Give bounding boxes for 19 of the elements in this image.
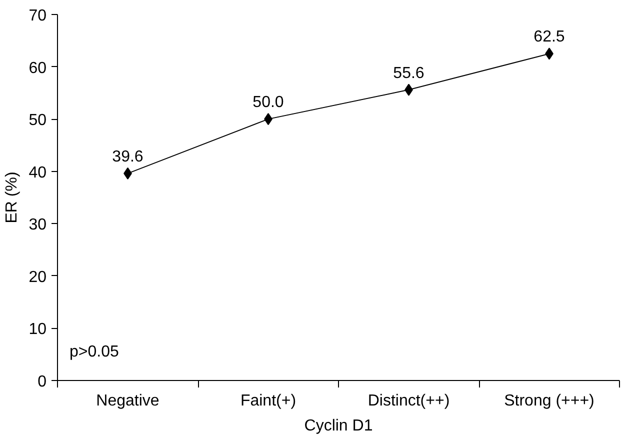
y-tick-label: 40 [28, 164, 47, 182]
x-tick-label: Negative [96, 392, 160, 410]
data-label: 62.5 [534, 28, 565, 46]
y-tick-label: 50 [28, 112, 47, 130]
y-tick-label: 10 [28, 321, 47, 338]
y-tick-label: 70 [28, 8, 47, 24]
x-axis-title: Cyclin D1 [304, 418, 373, 434]
y-tick-label: 0 [38, 374, 47, 390]
x-tick-label: Faint(+) [240, 392, 296, 410]
y-tick-label: 60 [28, 60, 47, 77]
annotation: p>0.05 [70, 344, 119, 360]
data-label: 55.6 [393, 64, 424, 82]
data-label: 50.0 [252, 94, 284, 112]
y-tick-label: 20 [28, 268, 47, 286]
data-label: 39.6 [112, 148, 144, 166]
x-tick-label: Distinct(++) [368, 392, 450, 410]
y-tick-label: 30 [28, 216, 47, 234]
y-axis-title: ER (%) [4, 172, 21, 224]
x-tick-label: Strong (+++) [504, 392, 594, 410]
